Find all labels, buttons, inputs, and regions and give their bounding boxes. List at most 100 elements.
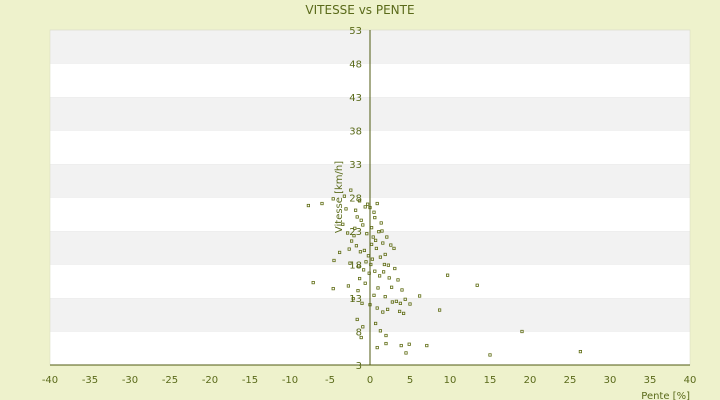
data-point — [354, 244, 359, 248]
data-point — [371, 235, 375, 239]
data-point — [381, 270, 386, 274]
tick-labels: -40 -35 -30 -25 -20 -15 -10 -5 0 5 10 15 20 25 30 35 40 3… — [42, 26, 697, 386]
data-point — [331, 287, 335, 291]
x-tick-label: 10 — [444, 375, 457, 386]
data-point — [348, 261, 352, 265]
data-point — [332, 258, 336, 263]
data-point — [445, 273, 450, 277]
data-point — [399, 343, 403, 348]
data-point — [520, 329, 524, 334]
data-point — [372, 293, 376, 297]
data-point — [407, 342, 411, 346]
data-point — [357, 276, 362, 281]
data-point — [364, 260, 368, 264]
x-axis-label: Pente [%] — [641, 391, 690, 400]
data-point — [341, 222, 345, 226]
data-point — [342, 194, 347, 198]
data-point — [355, 215, 359, 219]
data-point — [373, 321, 378, 326]
data-point — [346, 284, 351, 288]
x-tick-label: -5 — [325, 375, 335, 386]
data-point — [376, 286, 380, 290]
data-point — [311, 280, 315, 285]
data-point — [360, 301, 364, 305]
data-point — [375, 306, 379, 310]
data-point — [390, 300, 395, 304]
data-point — [357, 264, 361, 268]
data-point — [349, 239, 354, 243]
data-point — [361, 268, 366, 272]
y-tick-label: 28 — [349, 194, 362, 205]
x-tick-label: -40 — [42, 375, 58, 386]
data-point — [337, 250, 342, 255]
data-point — [359, 335, 363, 340]
data-point — [356, 289, 360, 293]
x-tick-label: 35 — [644, 375, 657, 386]
y-tick-label: 3 — [356, 361, 362, 372]
data-point — [331, 197, 335, 201]
data-point — [385, 307, 390, 311]
data-point — [401, 311, 406, 316]
data-point — [386, 263, 391, 267]
data-point — [475, 283, 479, 287]
data-point — [349, 188, 353, 192]
x-tick-label: 5 — [407, 375, 413, 386]
data-point — [397, 309, 402, 314]
data-point — [382, 262, 387, 267]
data-point — [425, 343, 429, 348]
data-point — [378, 255, 383, 259]
data-point — [373, 269, 377, 273]
data-point — [365, 232, 369, 236]
x-tick-label: -20 — [202, 375, 218, 386]
data-point — [377, 274, 382, 278]
data-point — [437, 308, 442, 312]
data-point — [385, 235, 389, 239]
x-tick-label: 25 — [564, 375, 577, 386]
x-tick-label: -15 — [242, 375, 258, 386]
data-point — [358, 250, 363, 254]
data-point — [361, 223, 365, 227]
data-point — [380, 229, 384, 233]
x-tick-label: -30 — [122, 375, 138, 386]
data-point — [383, 295, 387, 299]
data-point — [353, 208, 358, 212]
data-point — [377, 230, 381, 234]
data-point — [375, 345, 379, 350]
x-tick-label: 20 — [524, 375, 537, 386]
data-point — [373, 215, 377, 220]
data-point — [488, 353, 492, 357]
data-point — [375, 201, 379, 206]
data-point — [353, 226, 357, 230]
data-point — [578, 349, 583, 354]
y-axis-label: Vitesse [km/h] — [334, 161, 345, 233]
x-tick-label: 30 — [604, 375, 617, 386]
x-tick-label: -10 — [282, 375, 298, 386]
x-tick-label: 15 — [484, 375, 497, 386]
data-point — [365, 202, 370, 206]
data-point — [361, 325, 365, 329]
data-point — [306, 203, 311, 208]
y-tick-label: 48 — [349, 60, 362, 71]
data-point — [417, 294, 422, 298]
data-point — [378, 329, 383, 333]
data-point — [393, 266, 397, 271]
data-point — [372, 210, 376, 214]
y-tick-label: 8 — [356, 328, 362, 339]
data-point — [320, 201, 324, 206]
data-point — [392, 246, 396, 251]
data-point — [359, 218, 363, 222]
chart-title: VITESSE vs PENTE — [305, 3, 414, 17]
data-point — [396, 278, 400, 282]
data-point — [374, 246, 379, 251]
data-point — [363, 205, 367, 209]
data-point — [400, 288, 404, 292]
y-tick-label: 18 — [349, 261, 362, 272]
data-points — [306, 188, 583, 357]
data-point — [362, 248, 367, 253]
data-point — [351, 297, 355, 301]
data-point — [347, 247, 351, 251]
data-point — [345, 231, 350, 235]
x-tick-label: -35 — [82, 375, 98, 386]
y-tick-label: 53 — [349, 26, 362, 37]
